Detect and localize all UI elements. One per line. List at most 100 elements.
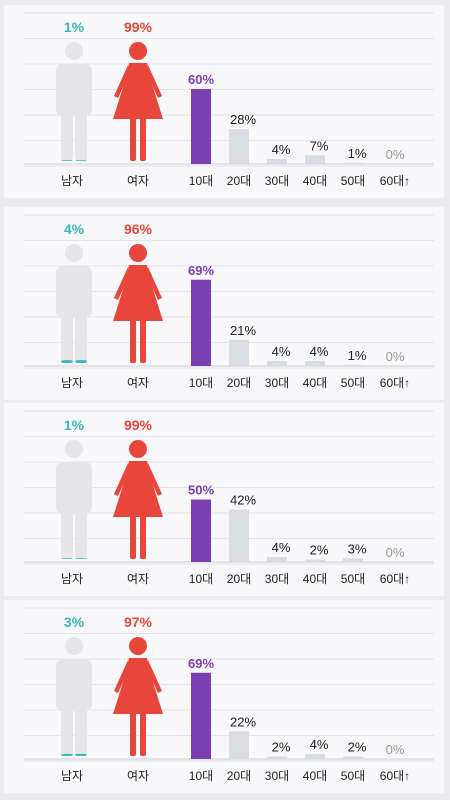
bar-value-label: 1% [348, 146, 367, 161]
age-category-label: 20대 [227, 376, 251, 390]
female-arm-right [147, 463, 162, 496]
male-label: 남자 [61, 572, 83, 586]
bar-value-label: 69% [188, 263, 214, 278]
male-figure-icon [56, 440, 92, 559]
female-leg-left [130, 515, 136, 559]
female-arm-right [147, 660, 162, 693]
female-figure-icon [113, 244, 163, 363]
bar-value-label: 21% [230, 323, 256, 338]
female-arm-right [147, 65, 162, 98]
male-figure-icon [56, 244, 92, 363]
age-bar [191, 89, 211, 164]
age-category-label: 10대 [189, 572, 213, 586]
age-category-label: 10대 [189, 174, 213, 188]
male-fill-left [61, 558, 73, 559]
age-gender-chart-svg: 1% 99% 남자 여자 50% 10대 42% 20대 4% 30대 2% 40대 3% 50대 0% 60… [24, 410, 434, 586]
bar-value-label: 69% [188, 656, 214, 671]
age-bar [229, 129, 249, 164]
female-leg-left [130, 117, 136, 161]
bar-value-label: 2% [348, 740, 367, 755]
female-leg-right [140, 515, 146, 559]
male-label: 남자 [61, 769, 83, 783]
age-bar [267, 557, 287, 562]
male-leg-left [61, 313, 73, 363]
female-percentage: 97% [124, 614, 153, 630]
male-leg-left [61, 509, 73, 559]
male-label: 남자 [61, 174, 83, 188]
female-label: 여자 [127, 769, 149, 783]
male-fill-left [61, 360, 73, 363]
bar-value-label: 4% [272, 540, 291, 555]
age-category-label: 40대 [303, 769, 327, 783]
bar-value-label: 22% [230, 715, 256, 730]
male-torso [56, 659, 92, 711]
male-leg-left [61, 706, 73, 756]
age-category-label: 50대 [341, 769, 365, 783]
age-gender-chart-svg: 4% 96% 남자 여자 69% 10대 21% 20대 4% 30대 4% 40대 1% 50대 0% 60… [24, 214, 434, 390]
female-label: 여자 [127, 174, 149, 188]
bar-value-label: 0% [386, 147, 405, 162]
age-bar [229, 731, 249, 759]
female-leg-right [140, 319, 146, 363]
age-gender-chart-svg: 3% 97% 남자 여자 69% 10대 22% 20대 2% 30대 4% 40대 2% 50대 0% 60… [24, 607, 434, 783]
age-category-label: 10대 [189, 376, 213, 390]
female-arm-left [114, 463, 129, 496]
female-head [129, 244, 147, 262]
bar-value-label: 42% [230, 493, 256, 508]
male-leg-right [75, 313, 87, 363]
age-bar [267, 756, 287, 759]
age-category-label: 50대 [341, 376, 365, 390]
bar-value-label: 60% [188, 72, 214, 87]
bar-value-label: 1% [348, 348, 367, 363]
age-category-label: 20대 [227, 572, 251, 586]
age-bar [191, 279, 211, 366]
bar-value-label: 50% [188, 483, 214, 498]
male-fill-right [75, 160, 87, 161]
male-fill-left [61, 160, 73, 161]
age-bar [267, 159, 287, 164]
age-category-label: 60대↑ [380, 174, 410, 188]
female-arm-left [114, 267, 129, 300]
male-leg-left [61, 111, 73, 161]
female-arm-left [114, 660, 129, 693]
age-bar [229, 339, 249, 366]
age-category-label: 20대 [227, 174, 251, 188]
female-leg-right [140, 117, 146, 161]
age-category-label: 50대 [341, 572, 365, 586]
bar-value-label: 4% [310, 737, 329, 752]
age-gender-chart-panel: 3% 97% 남자 여자 69% 10대 22% 20대 2% 30대 4% 40대 2% 50대 0% 60… [4, 600, 444, 793]
female-leg-left [130, 319, 136, 363]
age-bar [191, 499, 211, 562]
age-category-label: 50대 [341, 174, 365, 188]
age-bar [305, 754, 325, 759]
female-head [129, 42, 147, 60]
male-figure-icon [56, 42, 92, 161]
age-bar [229, 509, 249, 562]
bar-value-label: 28% [230, 112, 256, 127]
bar-value-label: 0% [386, 349, 405, 364]
female-leg-right [140, 712, 146, 756]
male-percentage: 3% [64, 614, 85, 630]
male-torso [56, 64, 92, 116]
bar-value-label: 3% [348, 541, 367, 556]
age-category-label: 60대↑ [380, 769, 410, 783]
female-percentage: 99% [124, 19, 153, 35]
age-bar [191, 672, 211, 759]
age-category-label: 30대 [265, 769, 289, 783]
age-category-label: 30대 [265, 174, 289, 188]
male-fill-right [75, 753, 87, 756]
grid-lines [24, 607, 434, 762]
age-category-label: 40대 [303, 174, 327, 188]
female-figure-icon [113, 440, 163, 559]
male-fill-left [61, 753, 73, 756]
female-arm-right [147, 267, 162, 300]
age-category-label: 40대 [303, 376, 327, 390]
male-leg-right [75, 111, 87, 161]
female-arm-left [114, 65, 129, 98]
female-dress [113, 461, 163, 517]
age-bar [343, 558, 363, 562]
age-gender-chart-svg: 1% 99% 남자 여자 60% 10대 28% 20대 4% 30대 7% 40대 1% 50대 0% 60… [24, 12, 434, 188]
age-bar [305, 155, 325, 164]
age-bar [343, 364, 363, 366]
male-torso [56, 266, 92, 318]
